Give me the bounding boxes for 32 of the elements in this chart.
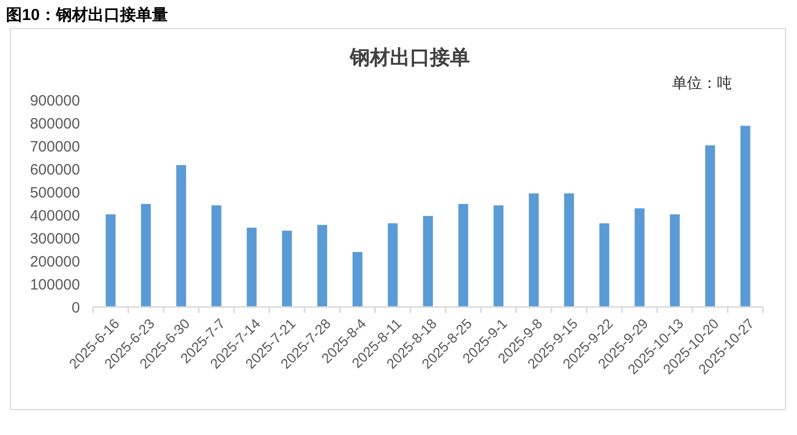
y-tick-label: 900000 <box>30 92 80 110</box>
bar <box>705 145 716 307</box>
bar <box>211 205 222 307</box>
bar <box>352 252 362 307</box>
text: 单位：吨 <box>672 75 732 92</box>
y-tick-label: 300000 <box>30 230 80 248</box>
bar <box>246 228 257 307</box>
y-tick-label: 100000 <box>30 276 80 294</box>
bar <box>388 223 398 307</box>
y-tick-label: 0 <box>72 299 80 316</box>
bar <box>423 216 433 307</box>
bar <box>599 223 610 307</box>
bar <box>176 165 186 307</box>
y-tick-label: 800000 <box>30 115 80 132</box>
y-tick-label: 700000 <box>30 138 80 156</box>
y-tick-label: 600000 <box>30 161 80 178</box>
y-tick-label: 500000 <box>30 184 80 202</box>
bar <box>634 208 645 307</box>
y-tick-label: 200000 <box>30 253 80 270</box>
bar <box>528 193 539 307</box>
bar <box>740 126 750 307</box>
bar <box>564 193 574 307</box>
bar <box>317 224 328 307</box>
bar <box>458 204 468 307</box>
chart-subtitle: 钢材出口接单 <box>349 46 470 69</box>
bar <box>670 214 680 307</box>
bar <box>140 204 151 307</box>
y-tick-label: 400000 <box>30 207 80 224</box>
chart-title: 图10：钢材出口接单量 <box>6 6 168 24</box>
bar <box>282 230 292 307</box>
bar <box>494 205 504 307</box>
bar <box>106 214 116 307</box>
